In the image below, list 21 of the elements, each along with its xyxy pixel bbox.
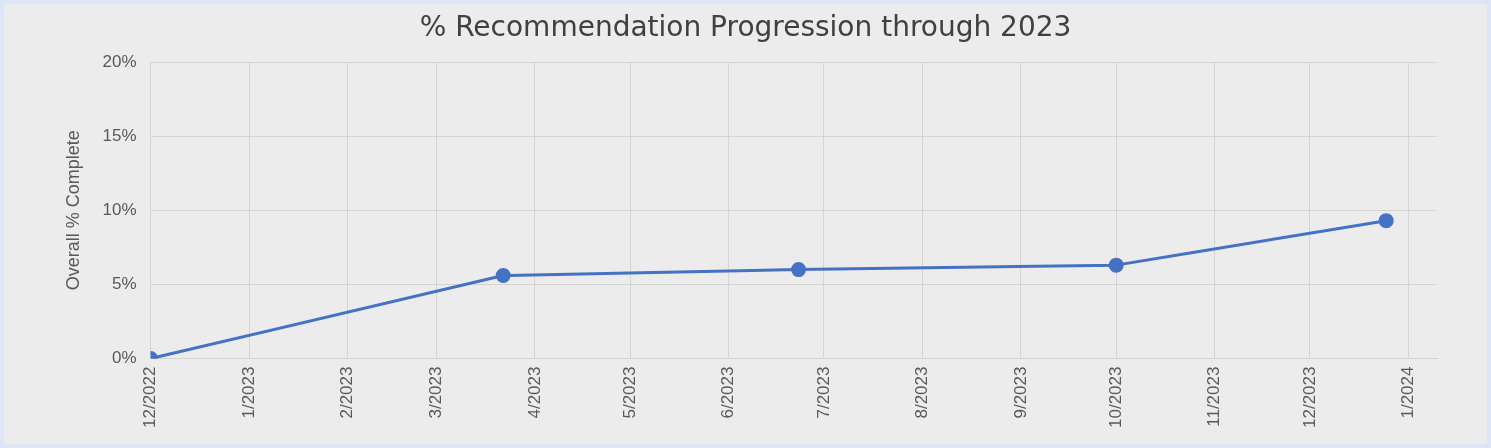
- x-tick-label: 6/2023: [718, 366, 738, 419]
- x-tick-label: 11/2023: [1204, 366, 1224, 427]
- y-tick-label: 10%: [102, 199, 137, 219]
- y-tick-label: 15%: [102, 125, 137, 145]
- x-tick-label: 9/2023: [1010, 366, 1030, 419]
- x-tick-label: 7/2023: [813, 366, 833, 419]
- x-tick-label: 2/2023: [337, 366, 357, 419]
- x-tick-label: 1/2024: [1398, 366, 1418, 419]
- y-tick-label: 5%: [112, 274, 137, 294]
- x-tick-label: 4/2023: [524, 366, 544, 419]
- x-tick-label: 5/2023: [619, 366, 639, 419]
- x-tick-label: 8/2023: [912, 366, 932, 419]
- x-tick-label: 10/2023: [1105, 366, 1125, 428]
- x-tick-label: 3/2023: [426, 366, 446, 419]
- y-axis-title: Overall % Complete: [62, 130, 83, 291]
- y-tick-label: 0%: [112, 348, 137, 368]
- y-tick-label: 20%: [102, 51, 137, 71]
- x-tick-label: 12/2023: [1299, 366, 1319, 428]
- chart-title: % Recommendation Progression through 2023: [418, 10, 1073, 43]
- x-tick-label: 12/2022: [140, 366, 160, 428]
- x-tick-label: 1/2023: [238, 366, 258, 419]
